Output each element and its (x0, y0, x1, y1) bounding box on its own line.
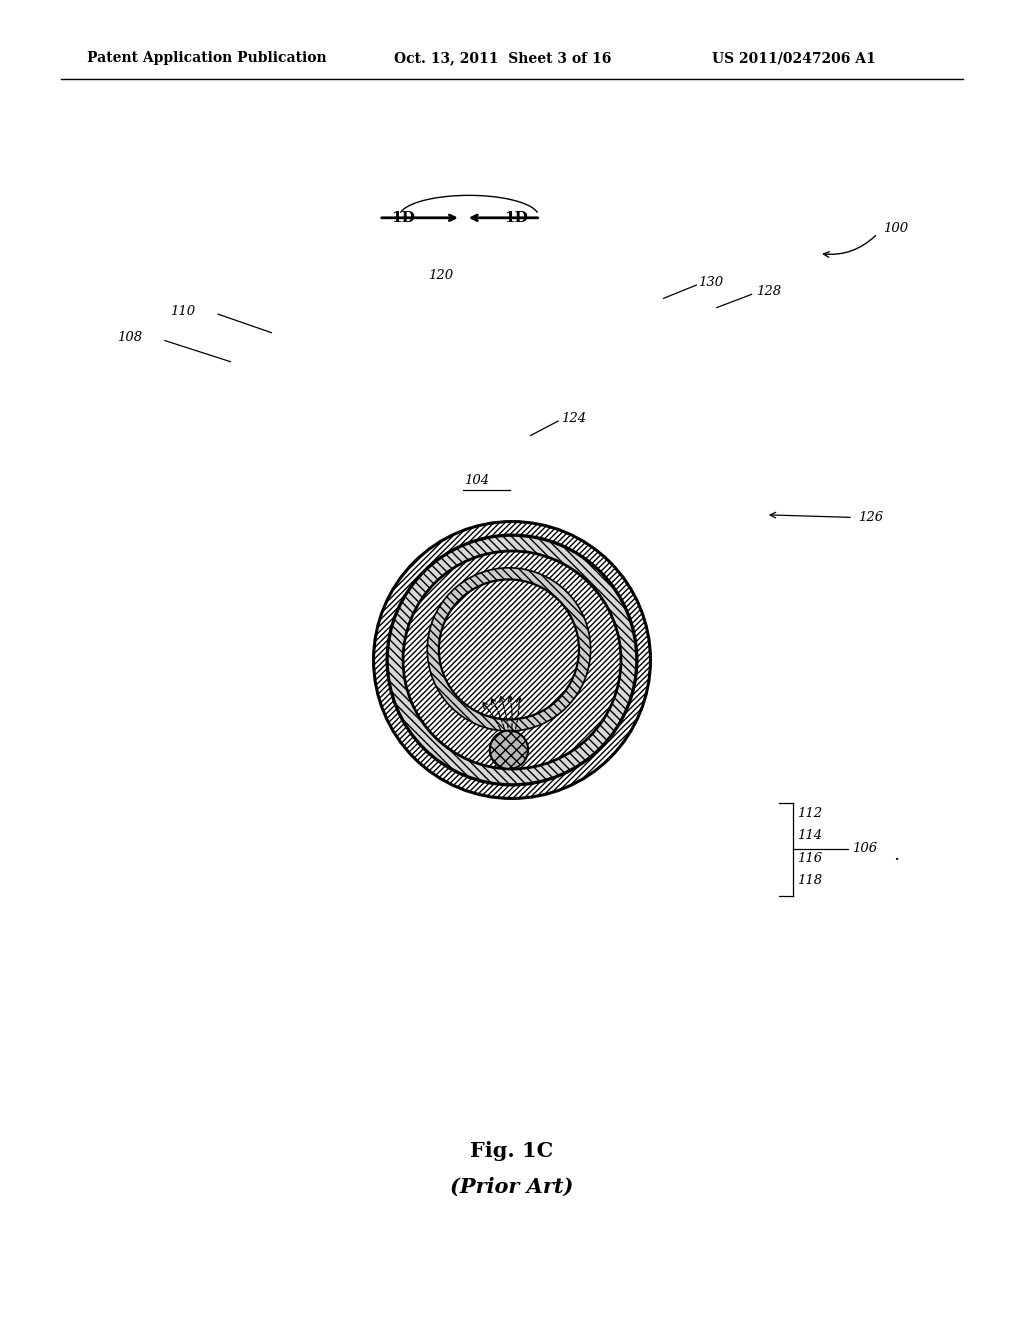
Text: .: . (893, 846, 899, 865)
Circle shape (387, 535, 637, 785)
Text: 118: 118 (797, 874, 822, 887)
Text: 1D: 1D (391, 211, 416, 224)
Text: 128: 128 (756, 285, 781, 298)
Text: Fig. 1C: Fig. 1C (470, 1140, 554, 1162)
Circle shape (438, 579, 580, 719)
Text: 116: 116 (797, 851, 822, 865)
Text: 112: 112 (797, 807, 822, 820)
Text: 106: 106 (852, 842, 878, 855)
Text: 104: 104 (464, 474, 489, 487)
Circle shape (374, 521, 650, 799)
Text: 102: 102 (445, 577, 470, 590)
Text: (Prior Art): (Prior Art) (451, 1176, 573, 1197)
Text: 100: 100 (883, 222, 908, 235)
Text: 126: 126 (858, 511, 884, 524)
Text: 108: 108 (118, 331, 142, 345)
Text: Oct. 13, 2011  Sheet 3 of 16: Oct. 13, 2011 Sheet 3 of 16 (394, 51, 611, 65)
Circle shape (388, 536, 636, 784)
Text: 114: 114 (797, 829, 822, 842)
Circle shape (489, 730, 528, 770)
Text: 130: 130 (698, 276, 724, 289)
Text: 124: 124 (561, 412, 587, 425)
Circle shape (439, 579, 579, 719)
Text: 1D: 1D (504, 211, 528, 224)
Text: Patent Application Publication: Patent Application Publication (87, 51, 327, 65)
Text: US 2011/0247206 A1: US 2011/0247206 A1 (712, 51, 876, 65)
Circle shape (402, 550, 622, 770)
Circle shape (403, 552, 621, 768)
Text: 120: 120 (428, 269, 453, 282)
Text: 110: 110 (170, 305, 195, 318)
Circle shape (427, 568, 591, 731)
